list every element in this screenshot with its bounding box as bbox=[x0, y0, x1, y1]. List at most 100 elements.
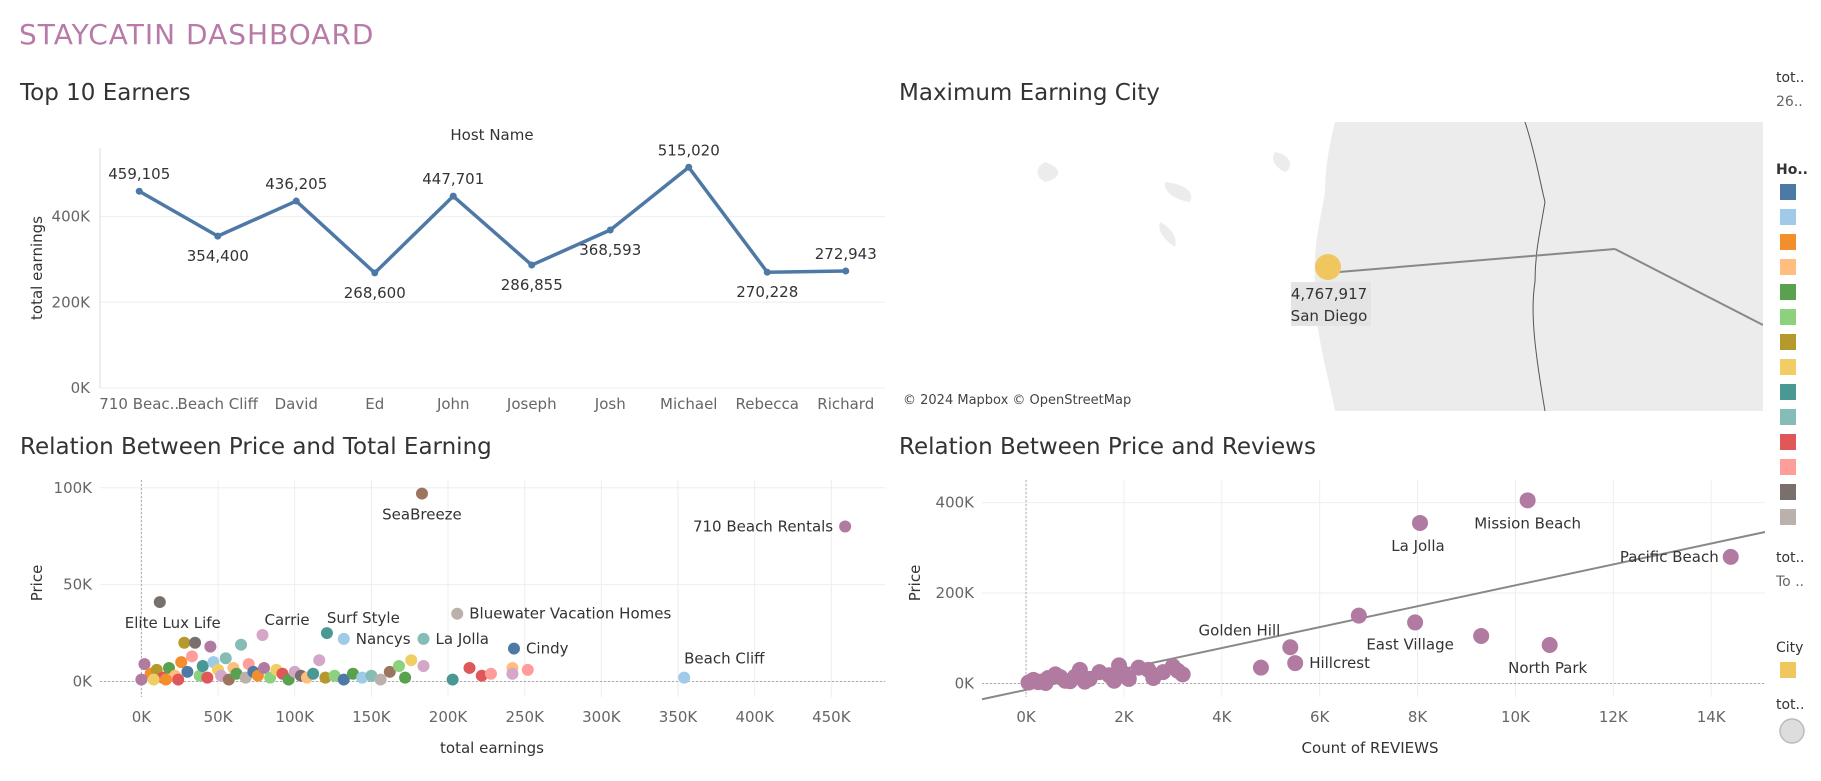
y-tick-label: 100K bbox=[54, 479, 94, 497]
ocean-area bbox=[895, 122, 1335, 411]
legend-host-swatch[interactable] bbox=[1780, 184, 1796, 200]
y-tick-label: 0K bbox=[71, 379, 92, 397]
data-point bbox=[204, 640, 217, 653]
x-tick-label: 50K bbox=[204, 708, 234, 726]
data-label: 272,943 bbox=[815, 245, 877, 263]
data-point bbox=[415, 487, 428, 500]
data-point bbox=[319, 671, 332, 684]
data-point bbox=[374, 673, 387, 686]
data-point bbox=[839, 520, 852, 533]
data-point bbox=[201, 671, 214, 684]
data-point bbox=[172, 673, 185, 686]
data-point bbox=[1174, 666, 1191, 683]
data-point bbox=[399, 671, 412, 684]
data-point bbox=[256, 629, 269, 641]
x-tick-label: 12K bbox=[1599, 708, 1629, 726]
data-point bbox=[147, 673, 160, 686]
data-point bbox=[521, 663, 534, 676]
data-point bbox=[763, 268, 771, 276]
data-point bbox=[365, 669, 378, 682]
legend-host-swatch[interactable] bbox=[1780, 434, 1796, 450]
data-point bbox=[417, 632, 430, 645]
legend-host-swatch[interactable] bbox=[1780, 284, 1796, 300]
data-label: North Park bbox=[1508, 659, 1587, 677]
data-point bbox=[383, 665, 396, 678]
data-label: East Village bbox=[1366, 635, 1454, 653]
x-tick-label: 450K bbox=[812, 708, 852, 726]
data-point bbox=[185, 650, 198, 663]
x-tick-label: 150K bbox=[352, 708, 392, 726]
data-label: Nancys bbox=[356, 630, 411, 648]
legend-host-swatch[interactable] bbox=[1780, 409, 1796, 425]
legend-panel: tot.. 26.. Ho.. tot.. To .. City tot.. bbox=[1776, 70, 1821, 781]
x-tick-label: Ed bbox=[365, 395, 384, 413]
data-point bbox=[313, 654, 326, 667]
data-point bbox=[1282, 639, 1299, 656]
data-point bbox=[1076, 673, 1093, 690]
data-label: 459,105 bbox=[108, 165, 170, 183]
data-point bbox=[135, 673, 148, 686]
data-label: Beach Cliff bbox=[684, 650, 765, 668]
legend-host-swatch[interactable] bbox=[1780, 234, 1796, 250]
city-name-label: San Diego bbox=[1291, 307, 1368, 325]
data-label: Carrie bbox=[265, 611, 310, 629]
data-point bbox=[417, 660, 430, 672]
data-point bbox=[678, 671, 691, 684]
x-tick-label: 0K bbox=[1016, 708, 1037, 726]
data-point bbox=[219, 652, 232, 665]
city-map[interactable]: 4,767,917 San Diego © 2024 Mapbox © Open… bbox=[895, 122, 1763, 411]
data-point bbox=[153, 596, 166, 609]
data-point bbox=[189, 636, 202, 649]
legend-host-swatch[interactable] bbox=[1780, 384, 1796, 400]
data-label: 368,593 bbox=[579, 241, 641, 259]
map-base: 4,767,917 San Diego © 2024 Mapbox © Open… bbox=[895, 122, 1763, 411]
data-point bbox=[1287, 655, 1304, 672]
route-line bbox=[1614, 248, 1763, 326]
data-point bbox=[1407, 614, 1424, 631]
legend-host-swatch[interactable] bbox=[1780, 359, 1796, 375]
legend-city-swatch bbox=[1780, 662, 1796, 678]
data-point bbox=[1411, 514, 1428, 531]
x-tick-label: 200K bbox=[429, 708, 469, 726]
data-point bbox=[337, 632, 350, 645]
data-label: Elite Lux Life bbox=[125, 614, 221, 632]
data-point bbox=[1062, 673, 1079, 690]
x-tick-label: Richard bbox=[817, 395, 874, 413]
data-point bbox=[175, 656, 188, 669]
data-label: SeaBreeze bbox=[382, 506, 462, 524]
x-tick-label: Rebecca bbox=[736, 395, 799, 413]
data-point bbox=[328, 669, 341, 682]
legend-host-swatch[interactable] bbox=[1780, 459, 1796, 475]
legend-host-swatch[interactable] bbox=[1780, 209, 1796, 225]
top-earners-chart: Host Name total earnings 0K 200K 400K 710 Bea… bbox=[28, 126, 885, 413]
data-point bbox=[178, 636, 191, 649]
data-label: Pacific Beach bbox=[1620, 548, 1719, 566]
legend-host-swatch[interactable] bbox=[1780, 259, 1796, 275]
legend-host-swatch[interactable] bbox=[1780, 309, 1796, 325]
data-point bbox=[446, 673, 459, 686]
legend-total2-title: tot.. bbox=[1776, 550, 1805, 566]
x-tick-label: 710 Beac.. bbox=[99, 395, 179, 413]
city-marker[interactable] bbox=[1315, 254, 1341, 280]
data-point bbox=[356, 671, 369, 684]
x-tick-label: 8K bbox=[1408, 708, 1429, 726]
data-point bbox=[292, 197, 300, 205]
data-point bbox=[337, 673, 350, 686]
x-axis-title: total earnings bbox=[440, 739, 544, 757]
dashboard-title: STAYCATIN DASHBOARD bbox=[19, 18, 375, 51]
x-tick-label: 350K bbox=[659, 708, 699, 726]
legend-host-swatch[interactable] bbox=[1780, 509, 1796, 525]
data-point bbox=[1519, 492, 1536, 509]
data-label: Surf Style bbox=[327, 609, 400, 627]
y-tick-label: 400K bbox=[52, 208, 92, 226]
legend-host-swatch[interactable] bbox=[1780, 334, 1796, 350]
data-point bbox=[842, 267, 850, 275]
legend-host-swatch[interactable] bbox=[1780, 484, 1796, 500]
data-point bbox=[214, 232, 222, 240]
data-point bbox=[685, 163, 693, 171]
x-tick-label: Michael bbox=[660, 395, 717, 413]
data-point bbox=[135, 187, 143, 195]
city-tooltip-bg bbox=[1291, 282, 1371, 326]
x-tick-label: 4K bbox=[1212, 708, 1233, 726]
data-point bbox=[1120, 670, 1137, 687]
